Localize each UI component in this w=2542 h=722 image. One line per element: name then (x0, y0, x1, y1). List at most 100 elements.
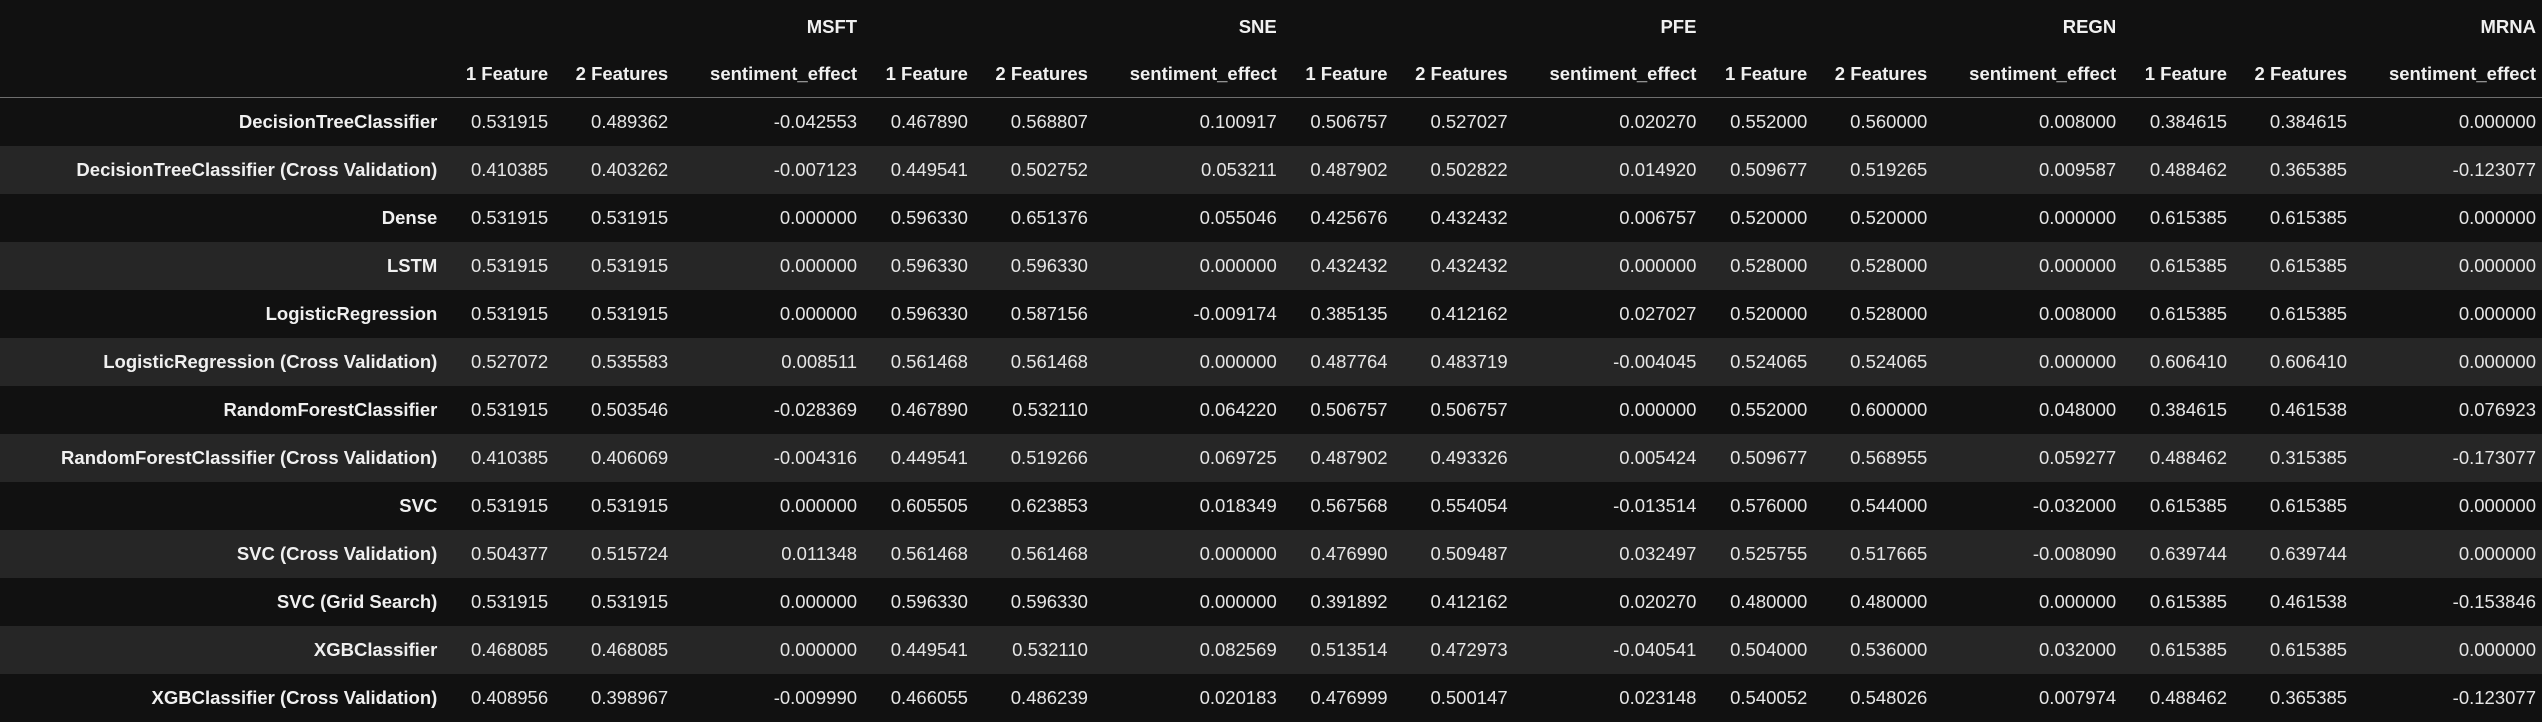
value-cell: 0.639744 (2149, 542, 2228, 564)
value-cell: 0.487764 (1310, 350, 1388, 372)
value-cell: 0.486239 (1010, 686, 1088, 708)
value-cell: 0.384615 (2149, 398, 2228, 420)
value-cell: 0.548026 (1850, 686, 1928, 708)
value-cell: 0.432432 (1310, 254, 1388, 276)
value-cell: 0.596330 (1010, 590, 1088, 612)
value-cell: 0.532110 (1012, 398, 1088, 420)
model-name-cell: XGBClassifier (Cross Validation) (151, 686, 438, 708)
value-cell: 0.483719 (1430, 350, 1508, 372)
value-cell: 0.076923 (2458, 398, 2536, 420)
value-cell: 0.504000 (1730, 638, 1808, 660)
value-cell: 0.008000 (2039, 110, 2117, 132)
value-cell: 0.449541 (890, 638, 968, 660)
value-cell: 0.069725 (1199, 446, 1277, 468)
value-cell: 0.008511 (781, 350, 858, 372)
value-cell: 0.506757 (1430, 398, 1508, 420)
table-row: SVC 0.531915 0.531915 0.000000 0.605505 0.623… (0, 481, 2542, 530)
value-cell: 0.504377 (470, 542, 549, 564)
table-body: DecisionTreeClassifier 0.531915 0.489362 -0… (0, 97, 2542, 722)
table-row: DecisionTreeClassifier (Cross Validation… (0, 145, 2542, 194)
value-cell: 0.528000 (1850, 254, 1928, 276)
value-cell: -0.013514 (1613, 494, 1697, 516)
value-cell: 0.009587 (2039, 158, 2117, 180)
value-cell: 0.596330 (1010, 254, 1088, 276)
value-cell: 0.532110 (1012, 638, 1088, 660)
value-cell: -0.009174 (1193, 302, 1277, 324)
value-cell: 0.000000 (2458, 302, 2536, 324)
value-cell: 0.000000 (2039, 206, 2117, 228)
value-cell: 0.596330 (890, 254, 968, 276)
value-cell: 0.615385 (2269, 254, 2348, 276)
table-row: RandomForestClassifier (Cross Validation… (0, 433, 2542, 482)
value-cell: 0.467890 (890, 398, 968, 420)
value-cell: 0.032497 (1619, 542, 1697, 564)
value-cell: 0.596330 (890, 206, 968, 228)
value-cell: 0.000000 (1199, 254, 1277, 276)
value-cell: 0.560000 (1850, 110, 1928, 132)
value-cell: 0.020270 (1619, 110, 1697, 132)
value-cell: 0.502752 (1010, 158, 1088, 180)
value-cell: -0.123077 (2452, 686, 2536, 708)
value-cell: 0.008000 (2039, 302, 2117, 324)
value-cell: 0.055046 (1199, 206, 1277, 228)
value-cell: 0.467890 (890, 110, 968, 132)
table-row: SVC (Grid Search) 0.531915 0.531915 0.00000… (0, 577, 2542, 626)
value-cell: 0.544000 (1850, 494, 1928, 516)
value-cell: 0.524065 (1850, 350, 1928, 372)
value-cell: 0.410385 (470, 158, 549, 180)
value-cell: 0.509677 (1730, 158, 1808, 180)
results-table: MSFT SNE PFE REGN MRNA 1 Feature 2 Features se… (0, 4, 2542, 722)
table-row: DecisionTreeClassifier 0.531915 0.489362 -0… (0, 97, 2542, 146)
value-cell: 0.561468 (890, 350, 968, 372)
table-row: LogisticRegression (Cross Validation) 0.5… (0, 337, 2542, 386)
metric-header-2-features: 2 Features (2233, 50, 2354, 98)
value-cell: 0.520000 (1730, 302, 1808, 324)
model-name-cell: XGBClassifier (313, 638, 438, 660)
value-cell: 0.385135 (1310, 302, 1388, 324)
value-cell: 0.615385 (2149, 494, 2228, 516)
value-cell: 0.466055 (890, 686, 968, 708)
value-cell: 0.476990 (1310, 542, 1388, 564)
value-cell: 0.059277 (2039, 446, 2117, 468)
metric-header-2-features: 2 Features (973, 50, 1094, 98)
value-cell: 0.531915 (470, 302, 549, 324)
value-cell: 0.476999 (1310, 686, 1388, 708)
value-cell: 0.410385 (470, 446, 549, 468)
table-row: XGBClassifier 0.468085 0.468085 0.000000 0.4… (0, 625, 2542, 674)
ticker-header-mrna: MRNA (2480, 16, 2537, 37)
value-cell: 0.048000 (2039, 398, 2117, 420)
metric-header-1-feature: 1 Feature (443, 50, 555, 98)
value-cell: -0.004045 (1613, 350, 1697, 372)
metric-header-1-feature: 1 Feature (1702, 50, 1814, 98)
model-name-cell: RandomForestClassifier (223, 398, 438, 420)
value-cell: -0.004316 (773, 446, 858, 468)
value-cell: 0.615385 (2149, 254, 2228, 276)
value-cell: -0.007123 (773, 158, 858, 180)
value-cell: 0.020183 (1199, 686, 1277, 708)
value-cell: 0.561468 (1010, 542, 1088, 564)
value-cell: 0.018349 (1199, 494, 1277, 516)
value-cell: 0.615385 (2269, 638, 2348, 660)
value-cell: 0.403262 (591, 158, 669, 180)
value-cell: 0.509677 (1730, 446, 1808, 468)
value-cell: 0.000000 (779, 494, 858, 516)
model-name-cell: RandomForestClassifier (Cross Validation… (61, 446, 438, 468)
metric-header-2-features: 2 Features (554, 50, 675, 98)
value-cell: 0.503546 (591, 398, 669, 420)
value-cell: 0.005424 (1619, 446, 1697, 468)
value-cell: 0.525755 (1730, 542, 1808, 564)
value-cell: 0.000000 (1199, 590, 1277, 612)
value-cell: 0.000000 (2458, 254, 2536, 276)
ticker-header-pfe: PFE (1660, 16, 1697, 37)
value-cell: 0.000000 (1199, 350, 1277, 372)
row-label-header-blank (0, 50, 444, 98)
value-cell: 0.480000 (1850, 590, 1928, 612)
value-cell: 0.461538 (2269, 590, 2348, 612)
metric-header-sentiment-effect: sentiment_effect (1513, 50, 1703, 98)
value-cell: 0.531915 (470, 254, 549, 276)
value-cell: 0.540052 (1730, 686, 1808, 708)
value-cell: 0.500147 (1430, 686, 1508, 708)
value-cell: 0.623853 (1010, 494, 1088, 516)
value-cell: -0.173077 (2452, 446, 2536, 468)
